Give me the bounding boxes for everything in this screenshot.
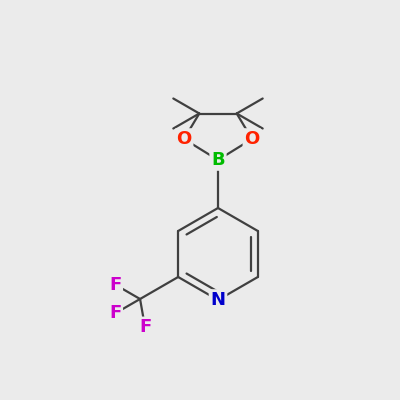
Text: B: B (211, 151, 225, 169)
Text: F: F (109, 304, 121, 322)
Text: N: N (210, 291, 226, 309)
Text: F: F (109, 276, 121, 294)
Text: O: O (244, 130, 260, 148)
Text: O: O (176, 130, 192, 148)
Text: F: F (139, 318, 151, 336)
